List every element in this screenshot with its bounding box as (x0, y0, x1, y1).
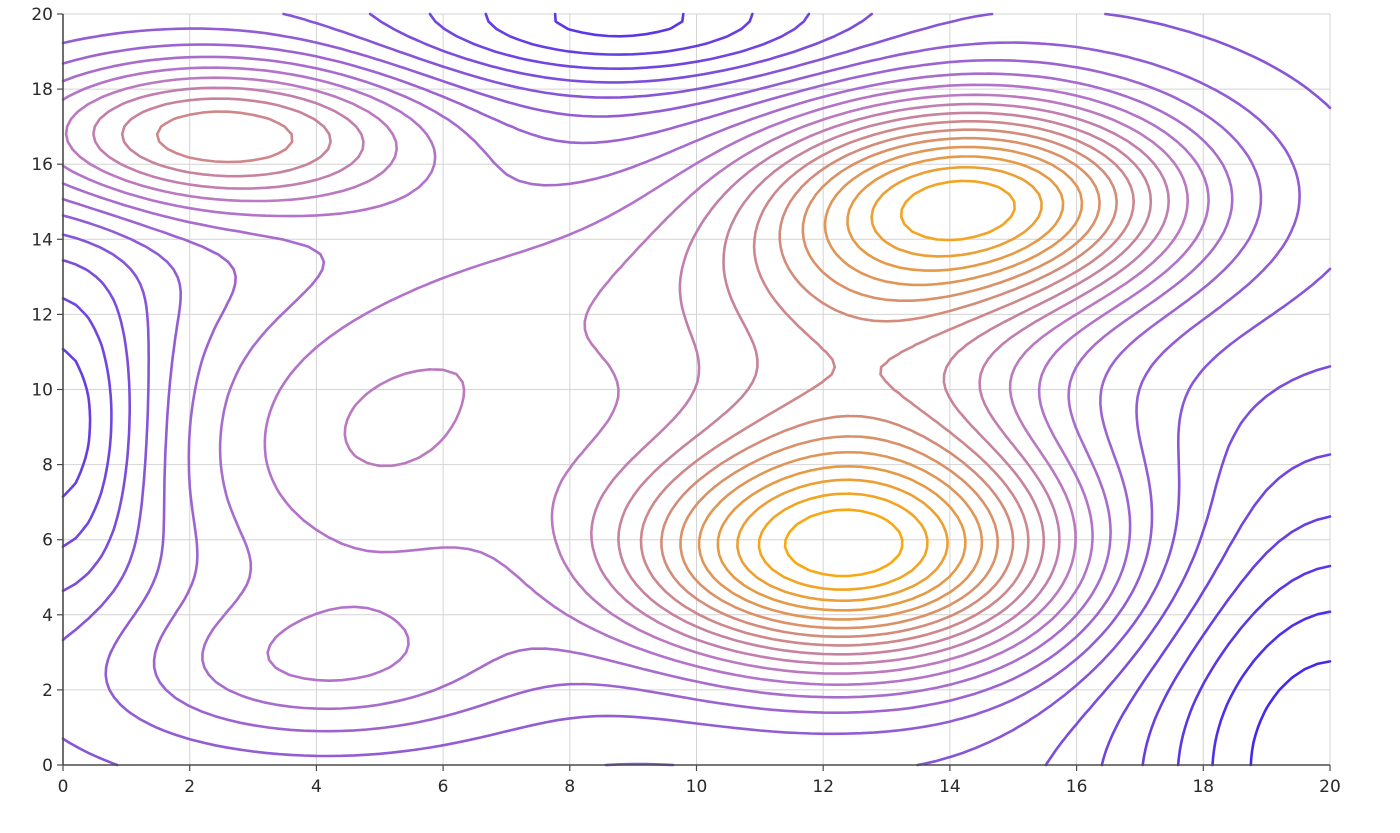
x-tick-label: 16 (1066, 777, 1088, 797)
contour-level-10 (61, 55, 1234, 711)
contour-level-18 (697, 145, 1084, 621)
contour-lines (61, 12, 1332, 767)
x-tick-label: 12 (812, 777, 834, 797)
contour-level-9 (61, 43, 1263, 733)
contour-level-20 (736, 165, 1043, 602)
y-tick-label: 8 (42, 456, 53, 476)
x-axis-ticks: 0 2 4 6 8 10 12 14 16 18 20 (58, 765, 1341, 797)
y-tick-label: 10 (31, 381, 53, 401)
contour-level-15 (155, 110, 1135, 647)
y-tick-label: 0 (42, 756, 53, 776)
y-tick-label: 20 (31, 5, 53, 25)
x-tick-label: 20 (1319, 777, 1341, 797)
y-tick-label: 16 (31, 155, 53, 175)
contour-level-11 (61, 66, 1210, 686)
contour-level-3 (553, 12, 1332, 767)
x-tick-label: 4 (311, 777, 322, 797)
x-tick-label: 0 (58, 777, 69, 797)
x-tick-label: 8 (564, 777, 575, 797)
contour-level-4 (61, 12, 1332, 767)
y-tick-label: 14 (31, 230, 53, 250)
contour-level-22 (783, 508, 904, 578)
x-tick-label: 10 (686, 777, 708, 797)
contour-level-2 (1211, 610, 1332, 767)
y-tick-label: 2 (42, 681, 53, 701)
contour-level-7 (61, 12, 1332, 767)
contour-level-8 (61, 27, 1301, 758)
x-tick-label: 6 (438, 777, 449, 797)
contour-level-19 (716, 155, 1065, 612)
contour-level-12 (64, 76, 1189, 675)
x-tick-label: 2 (184, 777, 195, 797)
y-tick-label: 12 (31, 305, 53, 325)
contour-level-6 (61, 12, 1332, 767)
contour-level-1 (1249, 660, 1332, 767)
y-tick-label: 18 (31, 80, 53, 100)
x-tick-label: 14 (939, 777, 961, 797)
contour-level-17 (679, 136, 1101, 630)
contour-level-13 (92, 86, 1170, 665)
y-tick-label: 4 (42, 606, 53, 626)
contour-level-14 (120, 97, 1153, 656)
y-axis-ticks: 0 2 4 6 8 10 12 14 16 18 20 (31, 5, 63, 776)
y-tick-label: 6 (42, 531, 53, 551)
contour-level-21 (757, 179, 1016, 591)
x-tick-label: 18 (1192, 777, 1214, 797)
contour-level-16 (660, 128, 1118, 638)
